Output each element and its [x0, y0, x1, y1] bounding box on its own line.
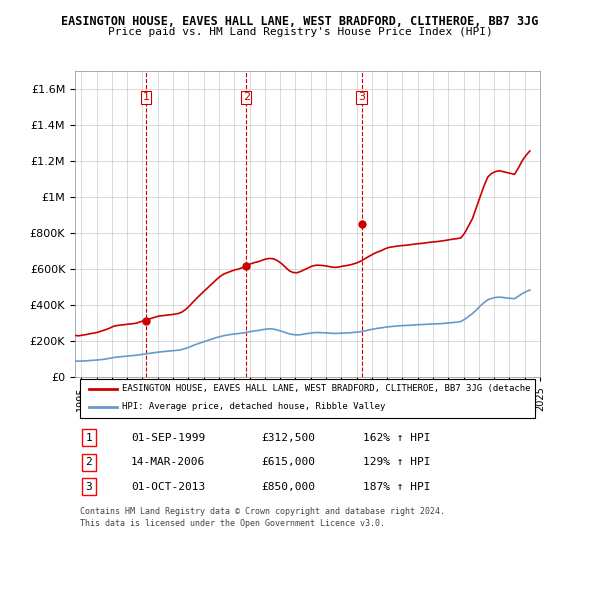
Text: £312,500: £312,500 — [261, 433, 315, 442]
Text: £615,000: £615,000 — [261, 457, 315, 467]
Text: 01-SEP-1999: 01-SEP-1999 — [131, 433, 205, 442]
Text: 2: 2 — [242, 93, 250, 103]
Text: 3: 3 — [358, 93, 365, 103]
Text: 1: 1 — [86, 433, 92, 442]
Text: 01-OCT-2013: 01-OCT-2013 — [131, 481, 205, 491]
Text: Price paid vs. HM Land Registry's House Price Index (HPI): Price paid vs. HM Land Registry's House … — [107, 27, 493, 37]
Text: This data is licensed under the Open Government Licence v3.0.: This data is licensed under the Open Gov… — [80, 519, 385, 528]
FancyBboxPatch shape — [80, 379, 535, 418]
Text: HPI: Average price, detached house, Ribble Valley: HPI: Average price, detached house, Ribb… — [121, 402, 385, 411]
Text: Contains HM Land Registry data © Crown copyright and database right 2024.: Contains HM Land Registry data © Crown c… — [80, 507, 445, 516]
Text: 187% ↑ HPI: 187% ↑ HPI — [364, 481, 431, 491]
Text: EASINGTON HOUSE, EAVES HALL LANE, WEST BRADFORD, CLITHEROE, BB7 3JG: EASINGTON HOUSE, EAVES HALL LANE, WEST B… — [61, 15, 539, 28]
Text: 1: 1 — [143, 93, 150, 103]
Text: 2: 2 — [86, 457, 92, 467]
Text: 14-MAR-2006: 14-MAR-2006 — [131, 457, 205, 467]
Text: 129% ↑ HPI: 129% ↑ HPI — [364, 457, 431, 467]
Text: 162% ↑ HPI: 162% ↑ HPI — [364, 433, 431, 442]
Text: EASINGTON HOUSE, EAVES HALL LANE, WEST BRADFORD, CLITHEROE, BB7 3JG (detache: EASINGTON HOUSE, EAVES HALL LANE, WEST B… — [121, 385, 530, 394]
Text: £850,000: £850,000 — [261, 481, 315, 491]
Text: 3: 3 — [86, 481, 92, 491]
